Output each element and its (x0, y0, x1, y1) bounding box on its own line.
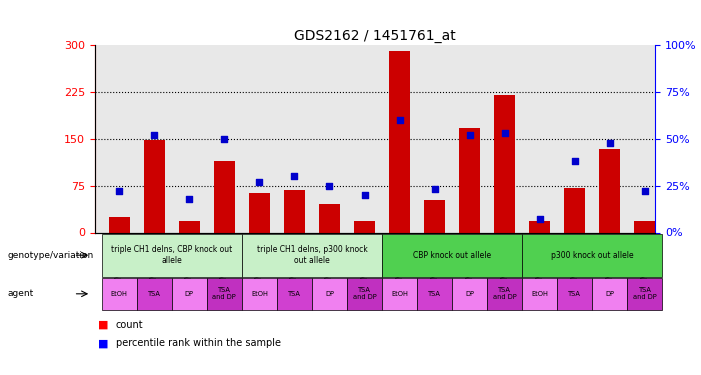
Text: EtOH: EtOH (111, 291, 128, 297)
Text: TSA
and DP: TSA and DP (212, 287, 236, 300)
Text: ■: ■ (98, 320, 109, 330)
Text: percentile rank within the sample: percentile rank within the sample (116, 339, 280, 348)
Point (394, 117, 405, 123)
Point (464, 132, 475, 138)
Point (219, 136, 230, 142)
Text: ■: ■ (98, 339, 109, 348)
Text: TSA: TSA (288, 291, 301, 297)
Bar (564, 188, 585, 232)
Point (639, 188, 651, 194)
Text: DP: DP (185, 291, 193, 297)
Bar (179, 221, 200, 232)
Bar (354, 221, 375, 232)
Bar (599, 149, 620, 232)
Point (499, 130, 510, 136)
Text: DP: DP (465, 291, 474, 297)
Bar (109, 217, 130, 232)
Text: DP: DP (606, 291, 614, 297)
Point (114, 188, 125, 194)
Point (569, 158, 580, 164)
Text: EtOH: EtOH (531, 291, 548, 297)
Text: agent: agent (7, 290, 33, 298)
Bar (634, 221, 655, 232)
Bar (494, 95, 515, 232)
Text: TSA: TSA (428, 291, 441, 297)
Bar (284, 190, 305, 232)
Point (289, 173, 300, 179)
Text: triple CH1 delns, CBP knock out
allele: triple CH1 delns, CBP knock out allele (111, 246, 232, 265)
Bar (459, 128, 480, 232)
Bar (529, 221, 550, 232)
Text: TSA
and DP: TSA and DP (493, 287, 517, 300)
Bar (319, 204, 340, 232)
Point (184, 196, 195, 202)
Point (604, 140, 615, 146)
Text: EtOH: EtOH (391, 291, 408, 297)
Text: DP: DP (325, 291, 334, 297)
Text: count: count (116, 320, 143, 330)
Text: TSA: TSA (569, 291, 581, 297)
Text: TSA
and DP: TSA and DP (353, 287, 376, 300)
Point (149, 132, 160, 138)
Point (324, 183, 335, 189)
Text: genotype/variation: genotype/variation (7, 251, 93, 260)
Bar (249, 193, 270, 232)
Text: EtOH: EtOH (251, 291, 268, 297)
Point (534, 216, 545, 222)
Text: TSA
and DP: TSA and DP (633, 287, 657, 300)
Text: p300 knock out allele: p300 knock out allele (551, 251, 634, 260)
Point (429, 186, 440, 192)
Text: TSA: TSA (148, 291, 161, 297)
Title: GDS2162 / 1451761_at: GDS2162 / 1451761_at (294, 28, 456, 43)
Text: triple CH1 delns, p300 knock
out allele: triple CH1 delns, p300 knock out allele (257, 246, 367, 265)
Point (359, 192, 370, 198)
Bar (214, 160, 235, 232)
Bar (389, 51, 410, 232)
Bar (144, 140, 165, 232)
Bar (424, 200, 445, 232)
Point (254, 179, 265, 185)
Text: CBP knock out allele: CBP knock out allele (413, 251, 491, 260)
